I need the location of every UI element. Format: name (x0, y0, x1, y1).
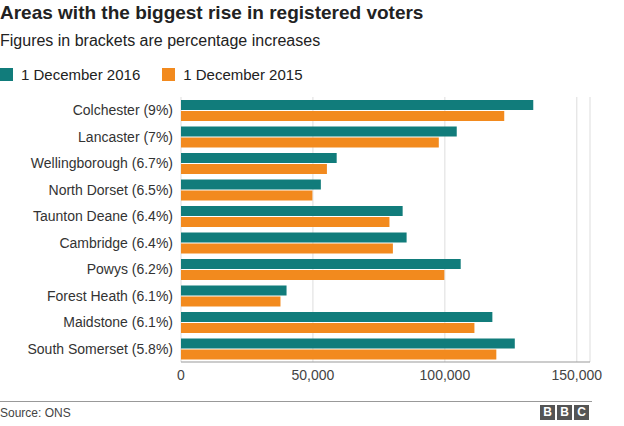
html-text:1 December 2015: 1 December 2015 (183, 66, 303, 83)
svg-text:Powys (6.2%): Powys (6.2%) (87, 261, 173, 277)
svg-text:Colchester (9%): Colchester (9%) (73, 102, 173, 118)
svg-text:50,000: 50,000 (292, 367, 335, 383)
svg-text:Cambridge (6.4%): Cambridge (6.4%) (59, 235, 173, 251)
svg-text:Lancaster (7%): Lancaster (7%) (78, 129, 173, 145)
svg-text:North Dorset (6.5%): North Dorset (6.5%) (49, 182, 173, 198)
svg-text:Taunton Deane (6.4%): Taunton Deane (6.4%) (33, 208, 173, 224)
html-text:Figures in brackets are percen: Figures in brackets are percentage incre… (0, 32, 321, 49)
html-text:C: C (577, 405, 586, 419)
svg-text:Forest Heath (6.1%): Forest Heath (6.1%) (47, 288, 173, 304)
html-text:Source: ONS: Source: ONS (0, 406, 71, 420)
svg-text:Wellingborough (6.7%): Wellingborough (6.7%) (31, 155, 173, 171)
html-text:B: B (560, 405, 569, 419)
html-text:B: B (543, 405, 552, 419)
svg-text:0: 0 (177, 367, 185, 383)
html-text:Areas with the biggest rise in: Areas with the biggest rise in registere… (0, 2, 424, 23)
svg-text:Maidstone (6.1%): Maidstone (6.1%) (63, 314, 173, 330)
svg-text:150,000: 150,000 (552, 367, 603, 383)
svg-text:100,000: 100,000 (420, 367, 471, 383)
svg-text:South Somerset (5.8%): South Somerset (5.8%) (27, 341, 173, 357)
html-text:1 December 2016: 1 December 2016 (21, 66, 141, 83)
